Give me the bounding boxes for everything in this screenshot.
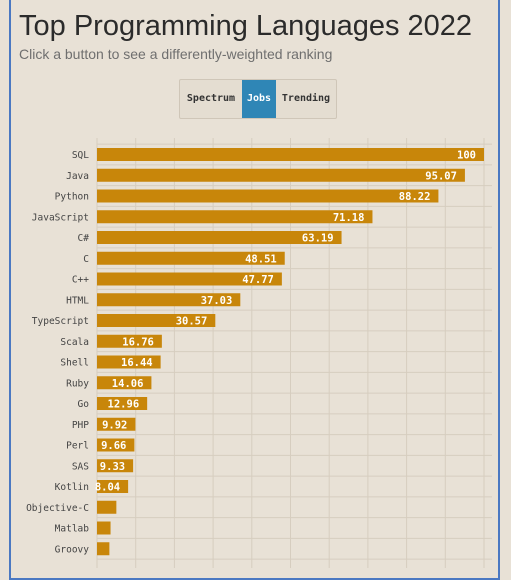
bar-groovy[interactable] (97, 542, 110, 556)
bar-kotlin[interactable] (97, 480, 129, 493)
page-title: Top Programming Languages 2022 (19, 10, 473, 42)
bar-sas[interactable] (97, 459, 134, 473)
value-label: 16.44 (121, 357, 153, 369)
value-label: 71.18 (333, 212, 365, 224)
category-label: Perl (66, 441, 89, 452)
category-label: Matlab (55, 524, 90, 535)
category-label: Python (55, 192, 89, 203)
value-label: 88.22 (399, 191, 431, 203)
bar-objective-c[interactable] (97, 500, 117, 514)
value-label: 14.06 (112, 378, 144, 390)
ranking-button-group: Spectrum Jobs Trending (179, 79, 337, 119)
value-label: 100 (457, 150, 476, 162)
bar-c[interactable] (97, 251, 285, 265)
spectrum-button[interactable]: Spectrum (186, 93, 236, 104)
value-label: 9.92 (102, 419, 127, 431)
bar-ruby[interactable] (97, 376, 152, 390)
bar-java[interactable] (97, 168, 465, 182)
bar-typescript[interactable] (97, 314, 216, 327)
category-label: C (83, 254, 89, 265)
chart-frame: Top Programming Languages 2022 Click a b… (9, 0, 500, 580)
value-label: 63.19 (302, 233, 334, 245)
value-label: 9.66 (101, 440, 126, 452)
bar-html[interactable] (97, 293, 241, 307)
category-label: Scala (60, 337, 89, 348)
category-label: HTML (66, 295, 89, 306)
value-label: 30.57 (176, 316, 208, 328)
value-label: 8.04 (95, 482, 120, 494)
category-label: Ruby (66, 378, 89, 389)
category-label: Groovy (55, 544, 90, 555)
bar-matlab[interactable] (97, 521, 111, 535)
bar-c-[interactable] (97, 231, 342, 244)
category-label: Java (66, 171, 89, 182)
value-label: 12.96 (108, 399, 140, 411)
bar-javascript[interactable] (97, 210, 373, 224)
value-label: 48.51 (245, 253, 277, 265)
category-label: JavaScript (32, 212, 89, 223)
value-label: 47.77 (242, 274, 274, 286)
value-label: 16.76 (122, 336, 154, 348)
trending-button[interactable]: Trending (281, 93, 331, 104)
category-label: Shell (60, 358, 89, 369)
category-label: SAS (72, 461, 89, 472)
category-label: Go (78, 399, 90, 410)
category-label: TypeScript (32, 316, 89, 327)
value-label: 37.03 (201, 295, 233, 307)
bar-shell[interactable] (97, 355, 161, 369)
bar-perl[interactable] (97, 438, 135, 452)
value-label: 9.33 (100, 461, 125, 473)
bar-c-[interactable] (97, 272, 282, 286)
category-label: SQL (72, 150, 89, 161)
bar-python[interactable] (97, 189, 439, 203)
category-label: C++ (72, 275, 89, 286)
category-label: Kotlin (55, 482, 89, 493)
bar-go[interactable] (97, 397, 148, 410)
category-label: PHP (72, 420, 89, 431)
value-label: 95.07 (425, 170, 457, 182)
ranking-bar-chart: SQL 100 Java 95.07 Python 88.22 JavaScript 71.1… (26, 138, 492, 568)
bar-php[interactable] (97, 417, 136, 431)
bar-scala[interactable] (97, 334, 162, 348)
category-label: C# (78, 233, 90, 244)
category-label: Objective-C (26, 503, 89, 514)
page-subtitle: Click a button to see a differently-weig… (19, 46, 333, 62)
bar-sql[interactable] (97, 148, 484, 161)
jobs-button[interactable]: Jobs (242, 80, 276, 118)
